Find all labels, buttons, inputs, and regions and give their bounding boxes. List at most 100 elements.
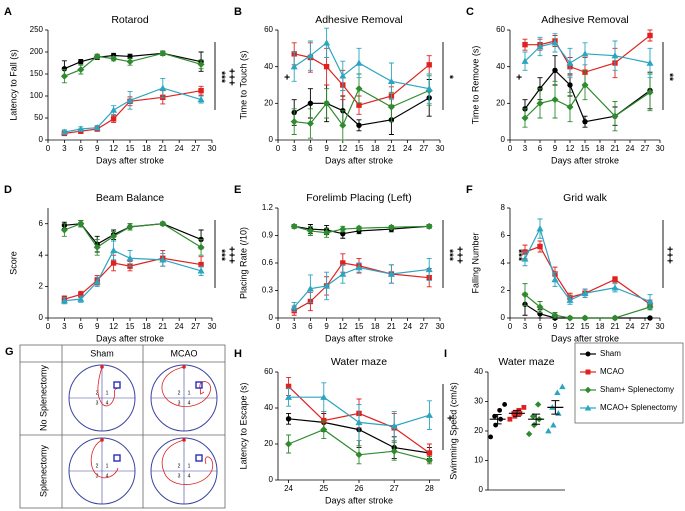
- x-tick-label: 15: [126, 144, 135, 153]
- y-tick-label: 20: [264, 439, 273, 448]
- marker: [425, 265, 433, 273]
- marker: [582, 118, 588, 125]
- x-tick-label: 21: [158, 322, 167, 331]
- trajectory: [161, 366, 212, 407]
- annotation: **: [663, 73, 674, 81]
- marker: [584, 404, 592, 411]
- marker: [323, 63, 330, 70]
- marker: [522, 41, 528, 48]
- marker: [93, 278, 101, 285]
- series-line: [64, 249, 202, 302]
- marker: [566, 103, 574, 111]
- quadrant-label: 4: [106, 473, 109, 479]
- x-tick-label: 30: [656, 322, 665, 331]
- annotation: +++: [453, 246, 464, 264]
- marker: [550, 421, 557, 428]
- quadrant-label: 1: [106, 390, 109, 396]
- quadrant-label: 3: [178, 400, 181, 406]
- x-tick-label: 6: [79, 322, 84, 331]
- quadrant-label: 2: [178, 390, 181, 396]
- marker: [536, 303, 544, 311]
- y-tick-label: 40: [264, 403, 273, 412]
- marker: [77, 125, 85, 132]
- y-tick-label: 0: [39, 135, 44, 144]
- y-tick-label: 30: [474, 397, 483, 406]
- marker: [537, 243, 543, 250]
- y-axis-label: Falling Number: [470, 232, 480, 293]
- annotation: ***: [443, 249, 454, 261]
- panel-letter: C: [466, 6, 474, 18]
- series-line: [524, 69, 651, 123]
- marker: [307, 100, 314, 107]
- marker: [426, 450, 433, 456]
- start-point: [100, 438, 104, 442]
- marker: [355, 59, 363, 66]
- quadrant-label: 4: [188, 473, 191, 479]
- y-tick-label: 2: [39, 282, 44, 291]
- chart-title: Rotarod: [111, 14, 149, 26]
- marker: [159, 84, 167, 91]
- x-axis-label: Days after stroke: [325, 495, 393, 505]
- marker: [611, 52, 619, 59]
- marker: [197, 96, 205, 103]
- quadrant-label: 3: [96, 473, 99, 479]
- marker: [355, 451, 363, 459]
- y-axis-label: Latency to Fall (s): [8, 49, 18, 121]
- marker: [551, 39, 559, 46]
- x-tick-label: 12: [566, 322, 575, 331]
- marker: [285, 383, 292, 390]
- marker: [323, 39, 331, 46]
- quadrant-label: 4: [188, 400, 191, 406]
- legend-label: MCAO+ Splenectomy: [600, 403, 677, 412]
- marker: [159, 220, 167, 228]
- marker: [339, 225, 347, 233]
- y-tick-label: 20: [474, 426, 483, 435]
- y-tick-label: 40: [264, 62, 273, 71]
- platform: [113, 454, 121, 462]
- marker: [647, 315, 653, 321]
- y-tick-label: 8: [501, 203, 506, 212]
- marker: [93, 124, 101, 131]
- y-tick-label: 0: [479, 485, 484, 494]
- annotation: +: [443, 415, 454, 421]
- marker: [323, 99, 331, 107]
- marker: [551, 311, 559, 319]
- y-tick-label: 0.6: [262, 258, 274, 267]
- marker: [492, 413, 498, 419]
- marker: [60, 128, 68, 135]
- y-tick-label: 6: [501, 231, 506, 240]
- marker: [521, 114, 529, 122]
- x-tick-label: 18: [142, 144, 151, 153]
- sem-bar: [532, 413, 541, 425]
- marker: [585, 369, 591, 375]
- trajectory: [97, 366, 119, 407]
- x-tick-label: 12: [109, 144, 118, 153]
- marker: [110, 55, 118, 63]
- series-line: [524, 303, 650, 319]
- x-tick-label: 6: [308, 322, 313, 331]
- y-axis-label: Score: [8, 251, 18, 275]
- marker: [425, 411, 433, 418]
- marker: [488, 434, 494, 440]
- marker: [552, 67, 558, 74]
- y-tick-label: 200: [30, 47, 44, 56]
- marker: [60, 72, 68, 80]
- column-header: Sham: [90, 348, 114, 358]
- y-tick-label: 60: [496, 25, 505, 34]
- marker: [356, 102, 362, 108]
- x-tick-label: 12: [109, 322, 118, 331]
- marker: [521, 291, 529, 299]
- marker: [110, 260, 117, 266]
- start-point: [100, 365, 104, 369]
- marker: [536, 225, 544, 232]
- marker: [559, 383, 566, 390]
- quadrant-label: 1: [188, 390, 191, 396]
- x-tick-label: 27: [641, 144, 650, 153]
- marker: [585, 351, 591, 357]
- marker: [60, 297, 68, 304]
- diagram-frame: [19, 344, 226, 509]
- marker: [159, 49, 167, 57]
- marker: [78, 291, 84, 298]
- x-tick-label: 9: [553, 322, 558, 331]
- x-tick-label: 3: [62, 144, 67, 153]
